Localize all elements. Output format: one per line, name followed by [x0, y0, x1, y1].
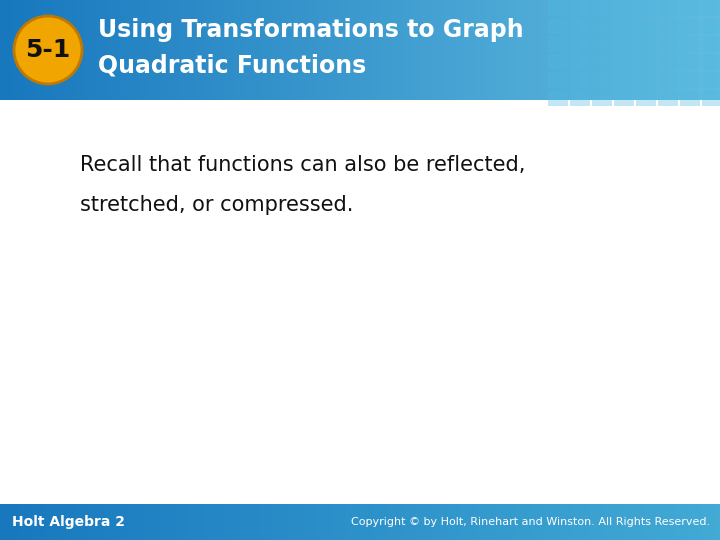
- Bar: [614, 0, 634, 16]
- Text: Using Transformations to Graph: Using Transformations to Graph: [98, 18, 523, 42]
- Bar: [658, 90, 678, 106]
- Bar: [636, 90, 656, 106]
- Bar: [702, 72, 720, 88]
- Bar: [614, 36, 634, 52]
- Bar: [570, 0, 590, 16]
- Bar: [592, 18, 612, 34]
- Bar: [570, 72, 590, 88]
- Text: Copyright © by Holt, Rinehart and Winston. All Rights Reserved.: Copyright © by Holt, Rinehart and Winsto…: [351, 517, 710, 527]
- Bar: [680, 36, 700, 52]
- Bar: [592, 36, 612, 52]
- Bar: [548, 0, 568, 16]
- Bar: [592, 72, 612, 88]
- Bar: [636, 36, 656, 52]
- Bar: [658, 0, 678, 16]
- Bar: [702, 0, 720, 16]
- Bar: [614, 90, 634, 106]
- Bar: [658, 54, 678, 70]
- Bar: [592, 54, 612, 70]
- Bar: [702, 54, 720, 70]
- Bar: [570, 18, 590, 34]
- Bar: [614, 54, 634, 70]
- Bar: [592, 0, 612, 16]
- Bar: [548, 36, 568, 52]
- Text: Quadratic Functions: Quadratic Functions: [98, 53, 366, 77]
- Bar: [570, 36, 590, 52]
- Bar: [592, 90, 612, 106]
- Bar: [614, 72, 634, 88]
- Text: Recall that functions can also be reflected,: Recall that functions can also be reflec…: [80, 155, 526, 175]
- Bar: [680, 0, 700, 16]
- Bar: [636, 0, 656, 16]
- Bar: [570, 54, 590, 70]
- Bar: [548, 72, 568, 88]
- Bar: [636, 18, 656, 34]
- Bar: [548, 90, 568, 106]
- Text: Holt Algebra 2: Holt Algebra 2: [12, 515, 125, 529]
- Bar: [658, 72, 678, 88]
- Bar: [570, 90, 590, 106]
- Bar: [680, 18, 700, 34]
- Bar: [0, 100, 720, 504]
- Bar: [636, 72, 656, 88]
- Bar: [702, 36, 720, 52]
- Bar: [548, 18, 568, 34]
- Text: 5-1: 5-1: [25, 38, 71, 62]
- Bar: [702, 90, 720, 106]
- Circle shape: [14, 16, 82, 84]
- Bar: [548, 54, 568, 70]
- Bar: [636, 54, 656, 70]
- Bar: [680, 54, 700, 70]
- Bar: [702, 18, 720, 34]
- Bar: [680, 72, 700, 88]
- Bar: [658, 36, 678, 52]
- Bar: [614, 18, 634, 34]
- Bar: [658, 18, 678, 34]
- Text: stretched, or compressed.: stretched, or compressed.: [80, 195, 354, 215]
- Bar: [680, 90, 700, 106]
